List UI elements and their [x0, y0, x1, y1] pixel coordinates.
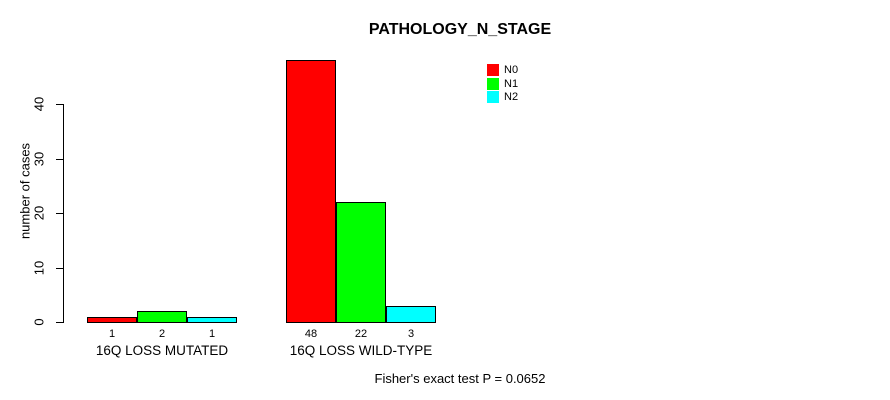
bar-n0-16q-loss-mutated [87, 316, 137, 323]
y-tick-label: 0 [31, 318, 47, 326]
fisher-test-annotation: Fisher's exact test P = 0.0652 [374, 371, 546, 386]
bar-value-label: 1 [108, 328, 116, 340]
bar-n1-16q-loss-mutated [137, 311, 187, 323]
bar-n2-16q-loss-wild-type [386, 305, 436, 323]
y-tick-label: 40 [31, 96, 47, 112]
legend-label-n0: N0 [504, 64, 519, 76]
bar-value-label: 48 [304, 328, 318, 340]
legend-swatch-n2 [487, 91, 499, 103]
bar-value-label: 3 [407, 328, 415, 340]
y-tick-label: 30 [31, 151, 47, 166]
bar-value-label: 1 [208, 328, 216, 340]
legend-swatch-n1 [487, 77, 499, 90]
y-axis-tick [56, 267, 63, 269]
y-tick-label: 10 [31, 260, 47, 275]
legend-swatch-n0 [487, 64, 499, 76]
y-axis-tick [56, 104, 63, 105]
chart-title: PATHOLOGY_N_STAGE [368, 21, 552, 38]
bar-value-label: 2 [158, 328, 166, 340]
y-axis-line [63, 104, 64, 323]
category-label-16q-loss-mutated: 16Q LOSS MUTATED [95, 343, 229, 358]
legend-label-n2: N2 [504, 91, 519, 103]
category-label-16q-loss-wild-type: 16Q LOSS WILD-TYPE [289, 343, 433, 358]
bar-value-label: 22 [354, 328, 368, 340]
y-axis-tick [56, 322, 63, 323]
y-axis-tick [56, 213, 63, 214]
bar-n1-16q-loss-wild-type [336, 202, 386, 323]
y-axis-tick [56, 158, 63, 160]
bar-n2-16q-loss-mutated [187, 316, 237, 323]
y-axis-label: number of cases [17, 142, 33, 240]
legend-label-n1: N1 [504, 77, 519, 90]
bar-n0-16q-loss-wild-type [286, 60, 336, 323]
y-tick-label: 20 [31, 205, 47, 221]
